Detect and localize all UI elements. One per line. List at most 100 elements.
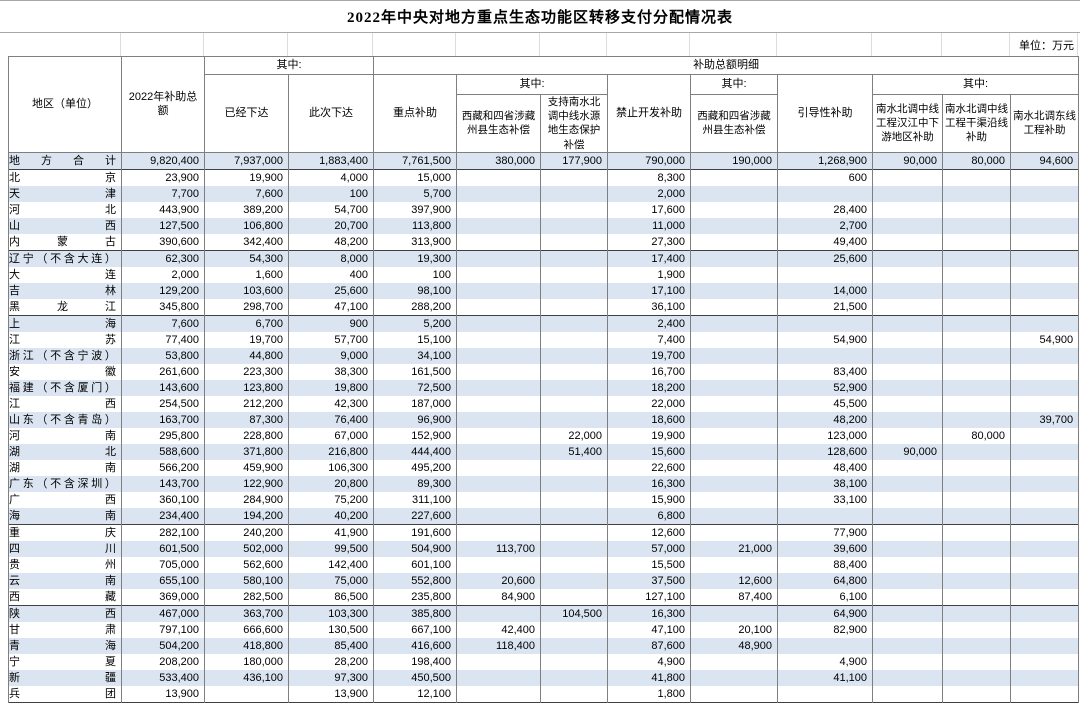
value-cell xyxy=(690,217,778,234)
table-row: 新疆 533,400 436,100 97,300 450,500 41,800 41,10… xyxy=(8,669,1080,686)
value-cell xyxy=(872,379,943,396)
value-cell xyxy=(1009,217,1080,234)
value-cell xyxy=(1009,604,1080,622)
value-cell xyxy=(690,685,778,703)
region-name: 宁夏 xyxy=(9,655,117,668)
value-cell: 9,000 xyxy=(288,347,374,364)
region-name-cell: 辽宁（不含大连） xyxy=(8,249,122,267)
table-row: 兵团 13,900 13,900 12,100 1,800 xyxy=(8,685,1080,703)
value-cell: 504,900 xyxy=(373,540,457,557)
col-header-total-2022: 2022年补助总额 xyxy=(121,56,205,153)
value-cell: 103,300 xyxy=(288,604,374,622)
value-cell: 87,400 xyxy=(690,588,778,606)
value-cell: 389,200 xyxy=(204,201,289,218)
region-name-cell: 广东（不含深圳） xyxy=(8,475,122,492)
value-cell: 106,300 xyxy=(288,459,374,476)
value-cell: 22,600 xyxy=(607,459,691,476)
region-name: 甘肃 xyxy=(9,623,117,636)
value-cell xyxy=(540,507,608,525)
grid-tick-cell xyxy=(777,33,872,56)
table-row: 辽宁（不含大连） 62,300 54,300 8,000 19,300 17,400 25,… xyxy=(8,249,1080,267)
table-header: 地区（单位） 2022年补助总额 其中: 补助总额明细 已经下达 此次下达 重点… xyxy=(8,56,1080,153)
value-cell xyxy=(1009,588,1080,606)
region-name-cell: 兵团 xyxy=(8,685,122,703)
value-cell: 194,200 xyxy=(204,507,289,525)
region-name-cell: 安徽 xyxy=(8,363,122,380)
col-header-hanjiang-mid-lower: 南水北调中线工程汉江中下游地区补助 xyxy=(872,94,943,153)
value-cell xyxy=(942,347,1011,364)
value-cell xyxy=(872,217,943,234)
region-name-cell: 四川 xyxy=(8,540,122,557)
table-row: 贵州 705,000 562,600 142,400 601,100 15,500 88,4… xyxy=(8,556,1080,573)
value-cell xyxy=(690,427,778,444)
region-name-cell: 重庆 xyxy=(8,523,122,541)
value-cell xyxy=(456,427,541,444)
value-cell xyxy=(540,347,608,364)
value-cell: 13,900 xyxy=(288,685,374,703)
value-cell: 450,500 xyxy=(373,669,457,686)
value-cell: 21,500 xyxy=(777,298,873,316)
value-cell: 436,100 xyxy=(204,669,289,686)
value-cell xyxy=(942,621,1011,638)
value-cell: 106,800 xyxy=(204,217,289,234)
value-cell: 313,900 xyxy=(373,233,457,251)
value-cell xyxy=(540,282,608,299)
value-cell: 15,000 xyxy=(373,168,457,186)
value-cell: 17,100 xyxy=(607,282,691,299)
value-cell: 8,300 xyxy=(607,168,691,186)
value-cell: 282,500 xyxy=(204,588,289,606)
value-cell: 13,900 xyxy=(121,685,205,703)
value-cell xyxy=(540,363,608,380)
value-cell: 44,800 xyxy=(204,347,289,364)
value-cell: 152,900 xyxy=(373,427,457,444)
value-cell: 562,600 xyxy=(204,556,289,573)
value-cell xyxy=(690,233,778,251)
value-cell xyxy=(872,347,943,364)
value-cell: 48,900 xyxy=(690,637,778,654)
value-cell: 57,000 xyxy=(607,540,691,557)
value-cell xyxy=(456,491,541,508)
value-cell: 282,100 xyxy=(121,523,205,541)
table-row: 甘肃 797,100 666,600 130,500 667,100 42,400 47,1… xyxy=(8,621,1080,638)
value-cell: 49,400 xyxy=(777,233,873,251)
value-cell: 418,800 xyxy=(204,637,289,654)
table-row: 大连 2,000 1,600 400 100 1,900 xyxy=(8,266,1080,283)
value-cell xyxy=(540,685,608,703)
value-cell: 38,100 xyxy=(777,475,873,492)
value-cell: 53,800 xyxy=(121,347,205,364)
value-cell xyxy=(540,540,608,557)
value-cell xyxy=(942,201,1011,218)
region-name: 福建（不含厦门） xyxy=(9,381,116,394)
value-cell xyxy=(942,411,1011,428)
grid-tick-cell xyxy=(607,33,690,56)
region-name-cell: 青海 xyxy=(8,637,122,654)
value-cell: 15,900 xyxy=(607,491,691,508)
value-cell xyxy=(540,637,608,654)
value-cell xyxy=(942,475,1011,492)
value-cell xyxy=(872,540,943,557)
value-cell xyxy=(690,491,778,508)
region-name-cell: 湖南 xyxy=(8,459,122,476)
value-cell: 15,600 xyxy=(607,443,691,460)
value-cell: 7,761,500 xyxy=(373,152,457,170)
region-name-cell: 上海 xyxy=(8,314,122,332)
region-name-cell: 河南 xyxy=(8,427,122,444)
value-cell: 47,100 xyxy=(288,298,374,316)
value-cell: 240,200 xyxy=(204,523,289,541)
value-cell xyxy=(872,572,943,589)
value-cell xyxy=(942,331,1011,348)
value-cell: 369,000 xyxy=(121,588,205,606)
region-name-cell: 江西 xyxy=(8,395,122,412)
value-cell: 187,000 xyxy=(373,395,457,412)
value-cell xyxy=(690,653,778,670)
region-name: 山东（不含青岛） xyxy=(9,413,116,426)
value-cell: 40,200 xyxy=(288,507,374,525)
region-name-cell: 大连 xyxy=(8,266,122,283)
region-name: 大连 xyxy=(9,268,117,281)
value-cell: 1,268,900 xyxy=(777,152,873,170)
value-cell xyxy=(690,363,778,380)
col-header-east-route: 南水北调东线工程补助 xyxy=(1009,94,1080,153)
value-cell xyxy=(1009,379,1080,396)
value-cell: 198,400 xyxy=(373,653,457,670)
value-cell xyxy=(1009,572,1080,589)
